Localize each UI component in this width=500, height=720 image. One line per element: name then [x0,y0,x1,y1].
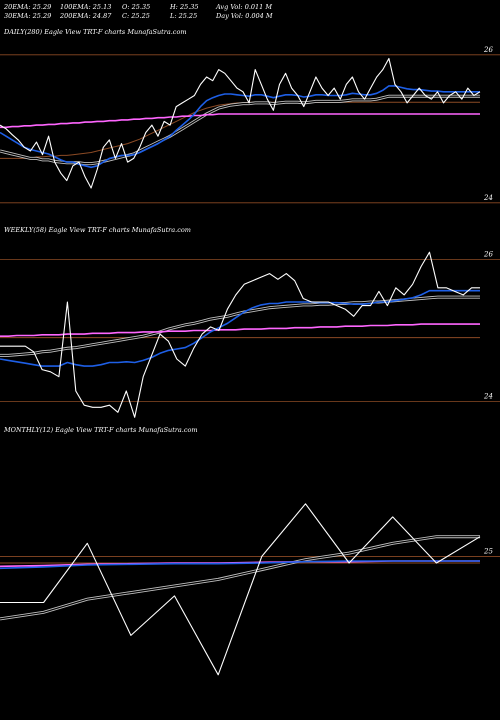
weekly-chart-title: WEEKLY(58) Eagle View TRT-F charts Munaf… [4,226,191,234]
monthly-series-ema_gray-outline [0,535,480,621]
ema200-readout: 200EMA: 24.87 [60,12,112,20]
daily-chart-title: DAILY(280) Eagle View TRT-F charts Munaf… [4,28,187,36]
monthly-chart: 25 [0,503,500,676]
daily-series-ema_brown [0,101,480,159]
daily-series-ema_pink [0,113,480,129]
open-readout: O: 25.35 [122,3,151,11]
daily-tick-label: 24 [483,194,493,202]
monthly-chart-title: MONTHLY(12) Eagle View TRT-F charts Muna… [4,426,198,434]
weekly-series-ema_blue [0,289,480,367]
daily-tick-label: 26 [483,46,493,54]
low-readout: L: 25.25 [170,12,198,20]
monthly-tick-label: 25 [483,547,493,555]
high-readout: H: 25.35 [170,3,199,11]
daily-series-ema_gray-outline [0,94,480,166]
ema100-readout: 100EMA: 25.13 [60,3,112,11]
close-readout: C: 25.25 [122,12,150,20]
weekly-series-price [0,251,480,418]
weekly-chart: 26 24 [0,250,500,418]
daily-chart: 26 24 [0,46,500,204]
monthly-series-ema_blue [0,560,480,570]
daily-series-ema_gray-core [0,95,480,165]
monthly-series-ema_gray-core [0,536,480,620]
avg-vol-readout: Avg Vol: 0.011 M [216,3,273,11]
ema20-readout: 20EMA: 25.29 [4,3,52,11]
daily-series-price [0,57,481,189]
weekly-tick-label: 24 [483,393,493,401]
weekly-tick-label: 26 [483,250,493,258]
monthly-series-price [0,503,481,676]
ema30-readout: 30EMA: 25.29 [4,12,52,20]
day-vol-readout: Day Vol: 0.004 M [216,12,273,20]
weekly-series-ema_pink [0,323,480,337]
